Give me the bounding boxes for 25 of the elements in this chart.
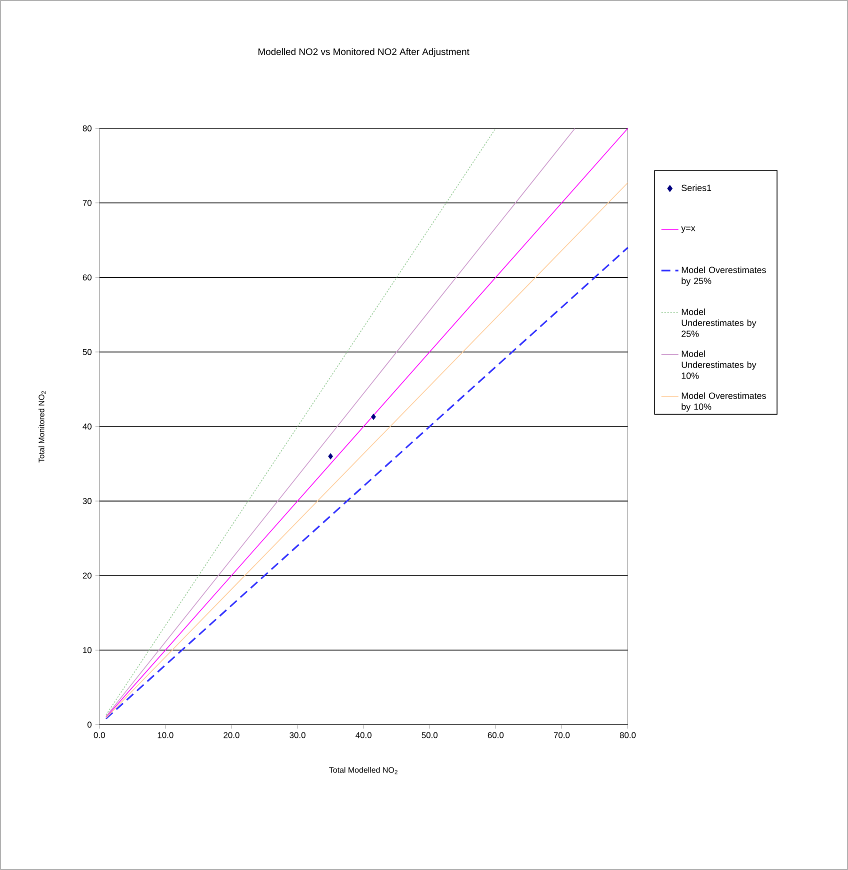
- x-tick-label: 70.0: [554, 732, 570, 738]
- y-tick-label: 80: [82, 125, 92, 132]
- y-tick-label: 10: [83, 647, 92, 654]
- x-tick-label: 10.0: [158, 732, 174, 738]
- x-tick-label: 30.0: [290, 732, 306, 738]
- legend-label: Model Underestimates by 10%: [682, 350, 756, 379]
- y-tick-label: 50: [82, 348, 92, 355]
- legend-label: Model Underestimates by 25%: [682, 308, 756, 337]
- legend-label: Model Overestimates by 10%: [682, 392, 766, 412]
- legend-label: Series1: [682, 184, 712, 192]
- y-tick-label: 60: [82, 274, 92, 280]
- x-tick-label: 80.0: [620, 732, 636, 738]
- x-tick-label: 0.0: [94, 732, 105, 738]
- x-tick-label: 20.0: [224, 732, 240, 738]
- x-tick-label: 60.0: [488, 732, 504, 738]
- y-tick-label: 20: [82, 572, 92, 579]
- legend-label: y=x: [681, 226, 696, 233]
- x-tick-label: 50.0: [422, 732, 438, 738]
- y-tick-label: 70: [82, 200, 92, 206]
- x-tick-label: 40.0: [356, 732, 372, 738]
- legend-label: Model Overestimates by 25%: [682, 266, 766, 286]
- chart-title: Modelled NO2 vs Monitored NO2 After Adjustment: [258, 48, 470, 57]
- y-tick-label: 30: [82, 498, 92, 504]
- y-tick-label: 40: [82, 424, 92, 430]
- y-tick-label: 0: [87, 722, 92, 728]
